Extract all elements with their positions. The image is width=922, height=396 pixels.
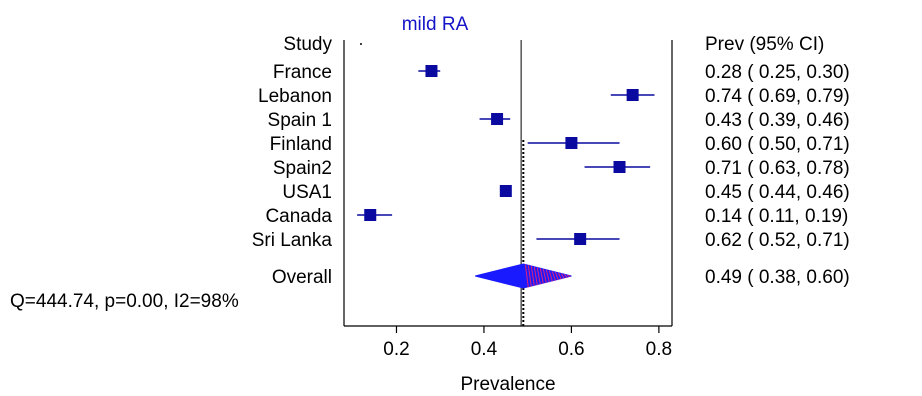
diamond-hatch [554, 271, 559, 281]
estimate-text: 0.28 ( 0.25, 0.30) [705, 62, 850, 83]
chart-title: mild RA [402, 14, 469, 35]
study-row: France 0.28 ( 0.25, 0.30) [273, 62, 850, 83]
study-name: USA1 [282, 182, 332, 203]
study-name: Canada [265, 206, 332, 227]
study-header: Study [283, 34, 332, 55]
study-row: Sri Lanka 0.62 ( 0.52, 0.71) [252, 230, 850, 251]
estimate-marker [565, 137, 578, 149]
diamond-hatch [567, 274, 571, 278]
study-rows: France 0.28 ( 0.25, 0.30) Lebanon 0.74 ( 0.… [252, 62, 850, 251]
estimate-marker [613, 161, 626, 173]
study-name: France [273, 62, 332, 83]
overall-diamond [475, 263, 572, 289]
diamond-hatch [551, 271, 556, 281]
overall-estimate-text: 0.49 ( 0.38, 0.60) [705, 267, 850, 288]
estimate-text: 0.45 ( 0.44, 0.46) [705, 182, 850, 203]
study-name: Sri Lanka [252, 230, 333, 251]
heterogeneity-stats: Q=444.74, p=0.00, I2=98% [10, 291, 239, 312]
study-name: Lebanon [258, 86, 332, 107]
study-row: USA1 0.45 ( 0.44, 0.46) [282, 182, 849, 203]
estimate-header: Prev (95% CI) [705, 34, 824, 55]
study-name: Spain 1 [268, 110, 332, 131]
study-name: Finland [270, 134, 332, 155]
diamond-hatch [536, 267, 541, 285]
study-row: Canada 0.14 ( 0.11, 0.19) [265, 206, 848, 227]
study-row: Spain2 0.71 ( 0.63, 0.78) [273, 158, 850, 179]
estimate-marker [364, 209, 377, 221]
estimate-text: 0.14 ( 0.11, 0.19) [705, 206, 848, 227]
x-tick-label: 0.4 [471, 339, 498, 360]
diamond-hatch [524, 264, 529, 288]
estimate-text: 0.60 ( 0.50, 0.71) [705, 134, 850, 155]
diamond-hatch [539, 268, 544, 284]
overall-label: Overall [272, 267, 332, 288]
diamond-hatch [563, 273, 568, 279]
estimate-marker [491, 113, 504, 125]
diamond-hatch [527, 265, 532, 287]
diamond-hatch [560, 273, 565, 279]
estimate-text: 0.74 ( 0.69, 0.79) [705, 86, 850, 107]
estimate-marker [626, 89, 639, 101]
x-axis-label: Prevalence [460, 374, 555, 395]
diamond-hatch [548, 270, 553, 282]
diamond-hatch [542, 268, 547, 284]
study-row: Lebanon 0.74 ( 0.69, 0.79) [258, 86, 850, 107]
diamond-hatch [557, 272, 562, 280]
study-name: Spain2 [273, 158, 332, 179]
estimate-marker [574, 233, 587, 245]
axes: 0.2 0.4 0.6 0.8 [343, 40, 673, 360]
diamond-hatch [530, 265, 535, 287]
study-row: Finland 0.60 ( 0.50, 0.71) [270, 134, 850, 155]
x-tick-label: 0.8 [646, 339, 672, 360]
estimate-text: 0.43 ( 0.39, 0.46) [705, 110, 850, 131]
x-tick-label: 0.2 [383, 339, 409, 360]
diamond-hatch [533, 266, 538, 286]
estimate-marker [425, 65, 438, 77]
diamond-hatch [545, 269, 550, 283]
estimate-text: 0.62 ( 0.52, 0.71) [705, 230, 850, 251]
x-tick-label: 0.6 [558, 339, 584, 360]
estimate-text: 0.71 ( 0.63, 0.78) [705, 158, 850, 179]
estimate-marker [499, 185, 512, 197]
study-row: Spain 1 0.43 ( 0.39, 0.46) [268, 110, 850, 131]
overall-summary [475, 263, 572, 289]
